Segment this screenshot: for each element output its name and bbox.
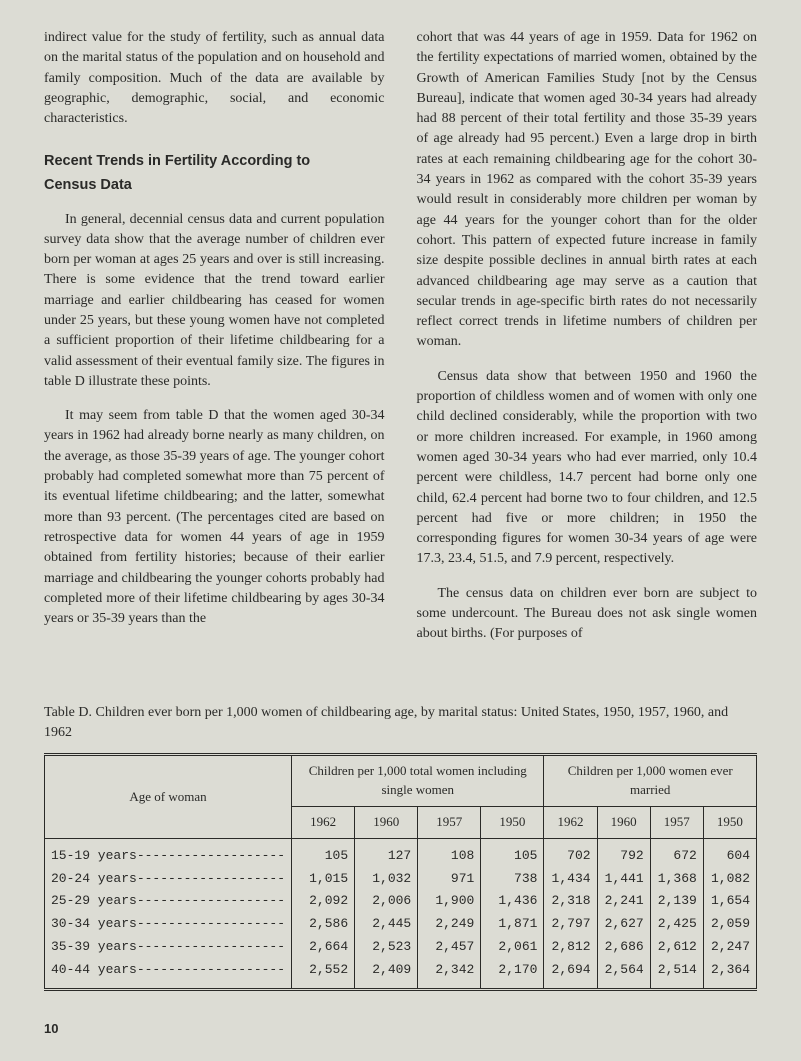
cell: 2,686 (597, 936, 650, 959)
cell: 2,364 (703, 959, 756, 989)
row-label: 15-19 years------------------- (45, 838, 292, 867)
col-header: 1950 (703, 806, 756, 838)
cell: 1,434 (544, 868, 597, 891)
cell: 1,082 (703, 868, 756, 891)
cell: 105 (481, 838, 544, 867)
cell: 2,612 (650, 936, 703, 959)
col-header: 1950 (481, 806, 544, 838)
left-para-1: indirect value for the study of fertilit… (44, 28, 385, 129)
group-header-2: Children per 1,000 women ever married (544, 755, 757, 807)
cell: 2,552 (292, 959, 355, 989)
group-header-1: Children per 1,000 total women including… (292, 755, 544, 807)
right-column: cohort that was 44 years of age in 1959.… (417, 28, 758, 659)
cell: 2,586 (292, 913, 355, 936)
cell: 2,445 (355, 913, 418, 936)
cell: 2,425 (650, 913, 703, 936)
cell: 1,654 (703, 890, 756, 913)
cell: 971 (418, 868, 481, 891)
cell: 1,871 (481, 913, 544, 936)
cell: 2,514 (650, 959, 703, 989)
left-column: indirect value for the study of fertilit… (44, 28, 385, 659)
col-header: 1962 (292, 806, 355, 838)
row-label: 20-24 years------------------- (45, 868, 292, 891)
cell: 2,241 (597, 890, 650, 913)
cell: 2,564 (597, 959, 650, 989)
table-caption: Table D. Children ever born per 1,000 wo… (44, 703, 757, 744)
row-label: 35-39 years------------------- (45, 936, 292, 959)
cell: 2,627 (597, 913, 650, 936)
table-row: 40-44 years-------------------2,5522,409… (45, 959, 757, 989)
table-head: Age of woman Children per 1,000 total wo… (45, 755, 757, 839)
cell: 2,342 (418, 959, 481, 989)
cell: 1,368 (650, 868, 703, 891)
table-row: 20-24 years-------------------1,0151,032… (45, 868, 757, 891)
col-header: 1957 (418, 806, 481, 838)
cell: 2,249 (418, 913, 481, 936)
left-para-2: In general, decennial census data and cu… (44, 210, 385, 393)
cell: 2,409 (355, 959, 418, 989)
left-para-3: It may seem from table D that the women … (44, 406, 385, 629)
table-row: 35-39 years-------------------2,6642,523… (45, 936, 757, 959)
cell: 2,797 (544, 913, 597, 936)
cell: 2,664 (292, 936, 355, 959)
page-number: 10 (44, 1020, 58, 1039)
cell: 2,247 (703, 936, 756, 959)
cell: 2,694 (544, 959, 597, 989)
cell: 1,436 (481, 890, 544, 913)
cell: 105 (292, 838, 355, 867)
table-row: 30-34 years-------------------2,5862,445… (45, 913, 757, 936)
cell: 2,318 (544, 890, 597, 913)
cell: 2,061 (481, 936, 544, 959)
right-para-1: cohort that was 44 years of age in 1959.… (417, 28, 758, 353)
col-header: 1960 (355, 806, 418, 838)
cell: 2,523 (355, 936, 418, 959)
right-para-3: The census data on children ever born ar… (417, 584, 758, 645)
cell: 1,032 (355, 868, 418, 891)
row-label: 40-44 years------------------- (45, 959, 292, 989)
cell: 2,092 (292, 890, 355, 913)
cell: 604 (703, 838, 756, 867)
cell: 127 (355, 838, 418, 867)
cell: 1,900 (418, 890, 481, 913)
two-column-layout: indirect value for the study of fertilit… (44, 28, 757, 659)
col-header: 1957 (650, 806, 703, 838)
cell: 108 (418, 838, 481, 867)
cell: 1,441 (597, 868, 650, 891)
cell: 2,006 (355, 890, 418, 913)
cell: 702 (544, 838, 597, 867)
table-body: 15-19 years-------------------1051271081… (45, 838, 757, 989)
cell: 2,812 (544, 936, 597, 959)
cell: 2,139 (650, 890, 703, 913)
col-header: 1960 (597, 806, 650, 838)
section-heading-line1: Recent Trends in Fertility According to (44, 151, 385, 172)
section-heading-line2: Census Data (44, 175, 385, 196)
right-para-2: Census data show that between 1950 and 1… (417, 367, 758, 570)
cell: 792 (597, 838, 650, 867)
cell: 738 (481, 868, 544, 891)
col-header: 1962 (544, 806, 597, 838)
row-label: 25-29 years------------------- (45, 890, 292, 913)
row-label: 30-34 years------------------- (45, 913, 292, 936)
table-row: 15-19 years-------------------1051271081… (45, 838, 757, 867)
cell: 2,170 (481, 959, 544, 989)
cell: 2,457 (418, 936, 481, 959)
table-row: 25-29 years-------------------2,0922,006… (45, 890, 757, 913)
cell: 672 (650, 838, 703, 867)
table-d: Age of woman Children per 1,000 total wo… (44, 753, 757, 991)
cell: 2,059 (703, 913, 756, 936)
cell: 1,015 (292, 868, 355, 891)
stub-header: Age of woman (45, 755, 292, 839)
page: indirect value for the study of fertilit… (0, 0, 801, 1061)
